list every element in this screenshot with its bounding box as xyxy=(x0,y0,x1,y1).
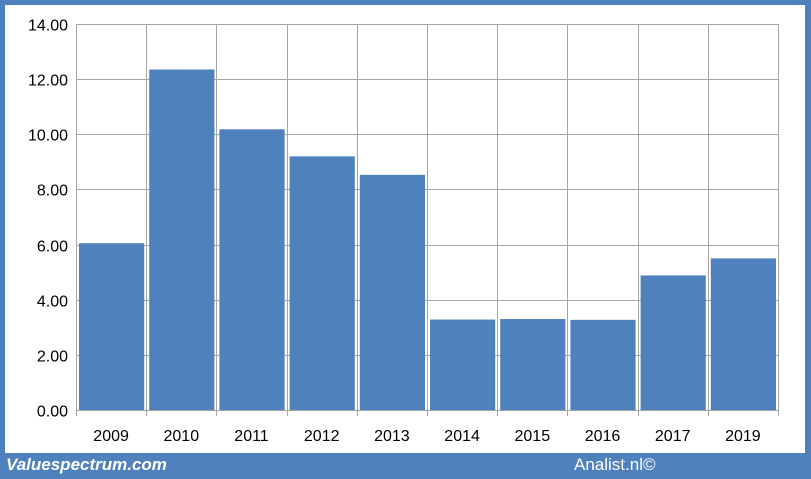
bar-2011 xyxy=(219,129,285,410)
bar-2012 xyxy=(289,156,355,410)
y-tick-label-4: 8.00 xyxy=(37,183,68,200)
bar-chart: 0.00 2.00 4.00 6.00 8.00 10.00 12.00 14.00 2009 2… xyxy=(28,18,779,445)
x-tick-label-2014: 2014 xyxy=(444,428,480,445)
bar-2013 xyxy=(359,174,425,410)
bar-2014 xyxy=(430,319,496,410)
x-tick-label-2011: 2011 xyxy=(234,428,269,445)
chart-panel: 0.00 2.00 4.00 6.00 8.00 10.00 12.00 14.00 2009 2… xyxy=(5,5,805,453)
bar-2017 xyxy=(640,275,706,410)
y-tick-label-2: 4.00 xyxy=(37,294,68,311)
x-tick-label-2016: 2016 xyxy=(585,428,621,445)
bar-2009 xyxy=(79,243,145,410)
x-tick-label-2010: 2010 xyxy=(164,428,200,445)
brand-valuespectrum: Valuespectrum.com xyxy=(6,455,167,474)
y-tick-label-3: 6.00 xyxy=(37,239,68,256)
x-tick-label-2009: 2009 xyxy=(93,428,129,445)
y-tick-label-1: 2.00 xyxy=(37,349,68,366)
x-tick-label-2012: 2012 xyxy=(304,428,340,445)
bar-2015 xyxy=(500,319,566,410)
y-tick-label-6: 12.00 xyxy=(28,73,68,90)
bar-2016 xyxy=(570,319,636,410)
bar-2010 xyxy=(149,69,215,410)
y-tick-label-7: 14.00 xyxy=(28,18,68,35)
x-tick-label-2019: 2019 xyxy=(725,428,761,445)
bar-2019 xyxy=(710,258,776,410)
x-tick-label-2017: 2017 xyxy=(655,428,691,445)
brand-analist: Analist.nl© xyxy=(574,455,656,474)
y-tick-label-0: 0.00 xyxy=(37,404,68,421)
x-tick-label-2013: 2013 xyxy=(374,428,410,445)
y-tick-label-5: 10.00 xyxy=(28,128,68,145)
x-tick-label-2015: 2015 xyxy=(515,428,551,445)
